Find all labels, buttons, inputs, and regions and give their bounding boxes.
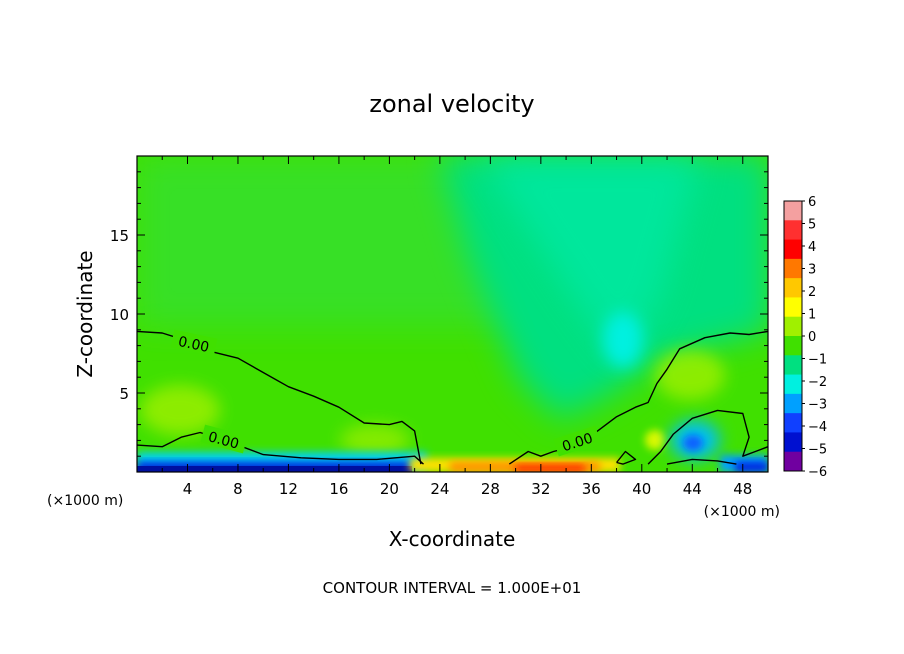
colorbar-swatch <box>784 336 802 356</box>
colorbar-swatch <box>784 451 802 472</box>
x-tick-label: 36 <box>582 480 601 498</box>
chart-title: zonal velocity <box>369 90 534 118</box>
x-tick-label: 12 <box>279 480 298 498</box>
field-surface-jet-red <box>515 465 585 472</box>
x-tick-label: 44 <box>683 480 702 498</box>
colorbar-label: 1 <box>808 308 816 323</box>
field-positive-lobe-left <box>140 385 220 435</box>
field-positive-lobe-right <box>655 350 725 400</box>
field-positive-lobe-mid <box>340 424 410 456</box>
field-negative-core-right-inner <box>683 435 703 451</box>
x-tick-label: 32 <box>531 480 550 498</box>
x-tick-label: 4 <box>183 480 193 498</box>
x-tick-label: 8 <box>233 480 243 498</box>
y-axis-ticks: 5 10 15 <box>110 171 768 457</box>
colorbar-swatch <box>784 239 802 260</box>
y-tick-label: 10 <box>110 306 129 324</box>
zero-contour-line-3 <box>508 330 768 465</box>
x-tick-label: 48 <box>733 480 752 498</box>
x-tick-label: 28 <box>481 480 500 498</box>
x-unit-label-left: (×1000 m) <box>47 493 123 509</box>
x-axis-ticks: 4 8 12 16 20 24 28 32 36 40 44 48 <box>161 156 752 498</box>
colorbar-label: −3 <box>808 398 827 413</box>
contour-interval-note: CONTOUR INTERVAL = 1.000E+01 <box>323 579 582 597</box>
colorbar: 6 5 4 3 2 1 0 −1 −2 −3 −4 −5 −6 <box>783 195 827 480</box>
colorbar-label: 3 <box>808 263 816 278</box>
colorbar-swatch <box>784 432 802 453</box>
colorbar-label: −4 <box>808 420 827 435</box>
colorbar-swatch <box>784 297 802 318</box>
x-tick-label: 40 <box>632 480 651 498</box>
zero-contours <box>137 330 768 465</box>
colorbar-label: 0 <box>808 330 816 345</box>
colorbar-label: 5 <box>808 218 816 233</box>
colorbar-label: −5 <box>808 443 827 458</box>
colorbar-label: −6 <box>808 465 827 480</box>
colorbar-label: 6 <box>808 195 816 210</box>
contour-label-bg-3 <box>553 425 601 457</box>
colorbar-swatch <box>784 393 802 414</box>
colorbar-label: 2 <box>808 285 816 300</box>
field-negative-lobe-upper <box>603 312 643 368</box>
y-tick-label: 15 <box>110 227 129 245</box>
field-positive-spot-right <box>645 430 665 450</box>
field-surface-right-deep <box>735 462 768 472</box>
colorbar-swatch <box>784 413 802 433</box>
y-axis-label: Z-coordinate <box>73 250 97 377</box>
x-axis-label: X-coordinate <box>389 527 516 551</box>
colorbar-swatch <box>784 374 802 395</box>
contour-label-1: 0.00 <box>177 334 211 356</box>
contour-label-2: 0.00 <box>206 429 240 453</box>
colorbar-swatch <box>784 258 802 279</box>
colorbar-label: 4 <box>808 240 816 255</box>
colorbar-swatch <box>784 278 802 298</box>
y-tick-label: 5 <box>119 385 129 403</box>
colorbar-swatch <box>784 201 802 221</box>
zero-contour-line-6 <box>666 458 737 465</box>
colorbar-label: −2 <box>808 375 827 390</box>
velocity-field <box>137 156 768 472</box>
contour-label-bg-2 <box>200 424 248 454</box>
contour-label-bg-1 <box>170 329 218 357</box>
field-surface-left-core <box>137 466 412 472</box>
colorbar-label: −1 <box>808 353 827 368</box>
x-tick-label: 20 <box>380 480 399 498</box>
x-tick-label: 16 <box>329 480 348 498</box>
colorbar-swatch <box>784 316 802 337</box>
zero-contour-line-2 <box>137 431 424 465</box>
colorbar-swatch <box>784 220 802 241</box>
colorbar-swatch <box>784 355 802 376</box>
x-unit-label-right: (×1000 m) <box>704 504 780 520</box>
zero-contour-line-4 <box>647 409 768 465</box>
field-negative-wedge-inner <box>480 156 700 360</box>
x-tick-label: 24 <box>430 480 449 498</box>
zero-contour-line-5 <box>616 450 637 465</box>
